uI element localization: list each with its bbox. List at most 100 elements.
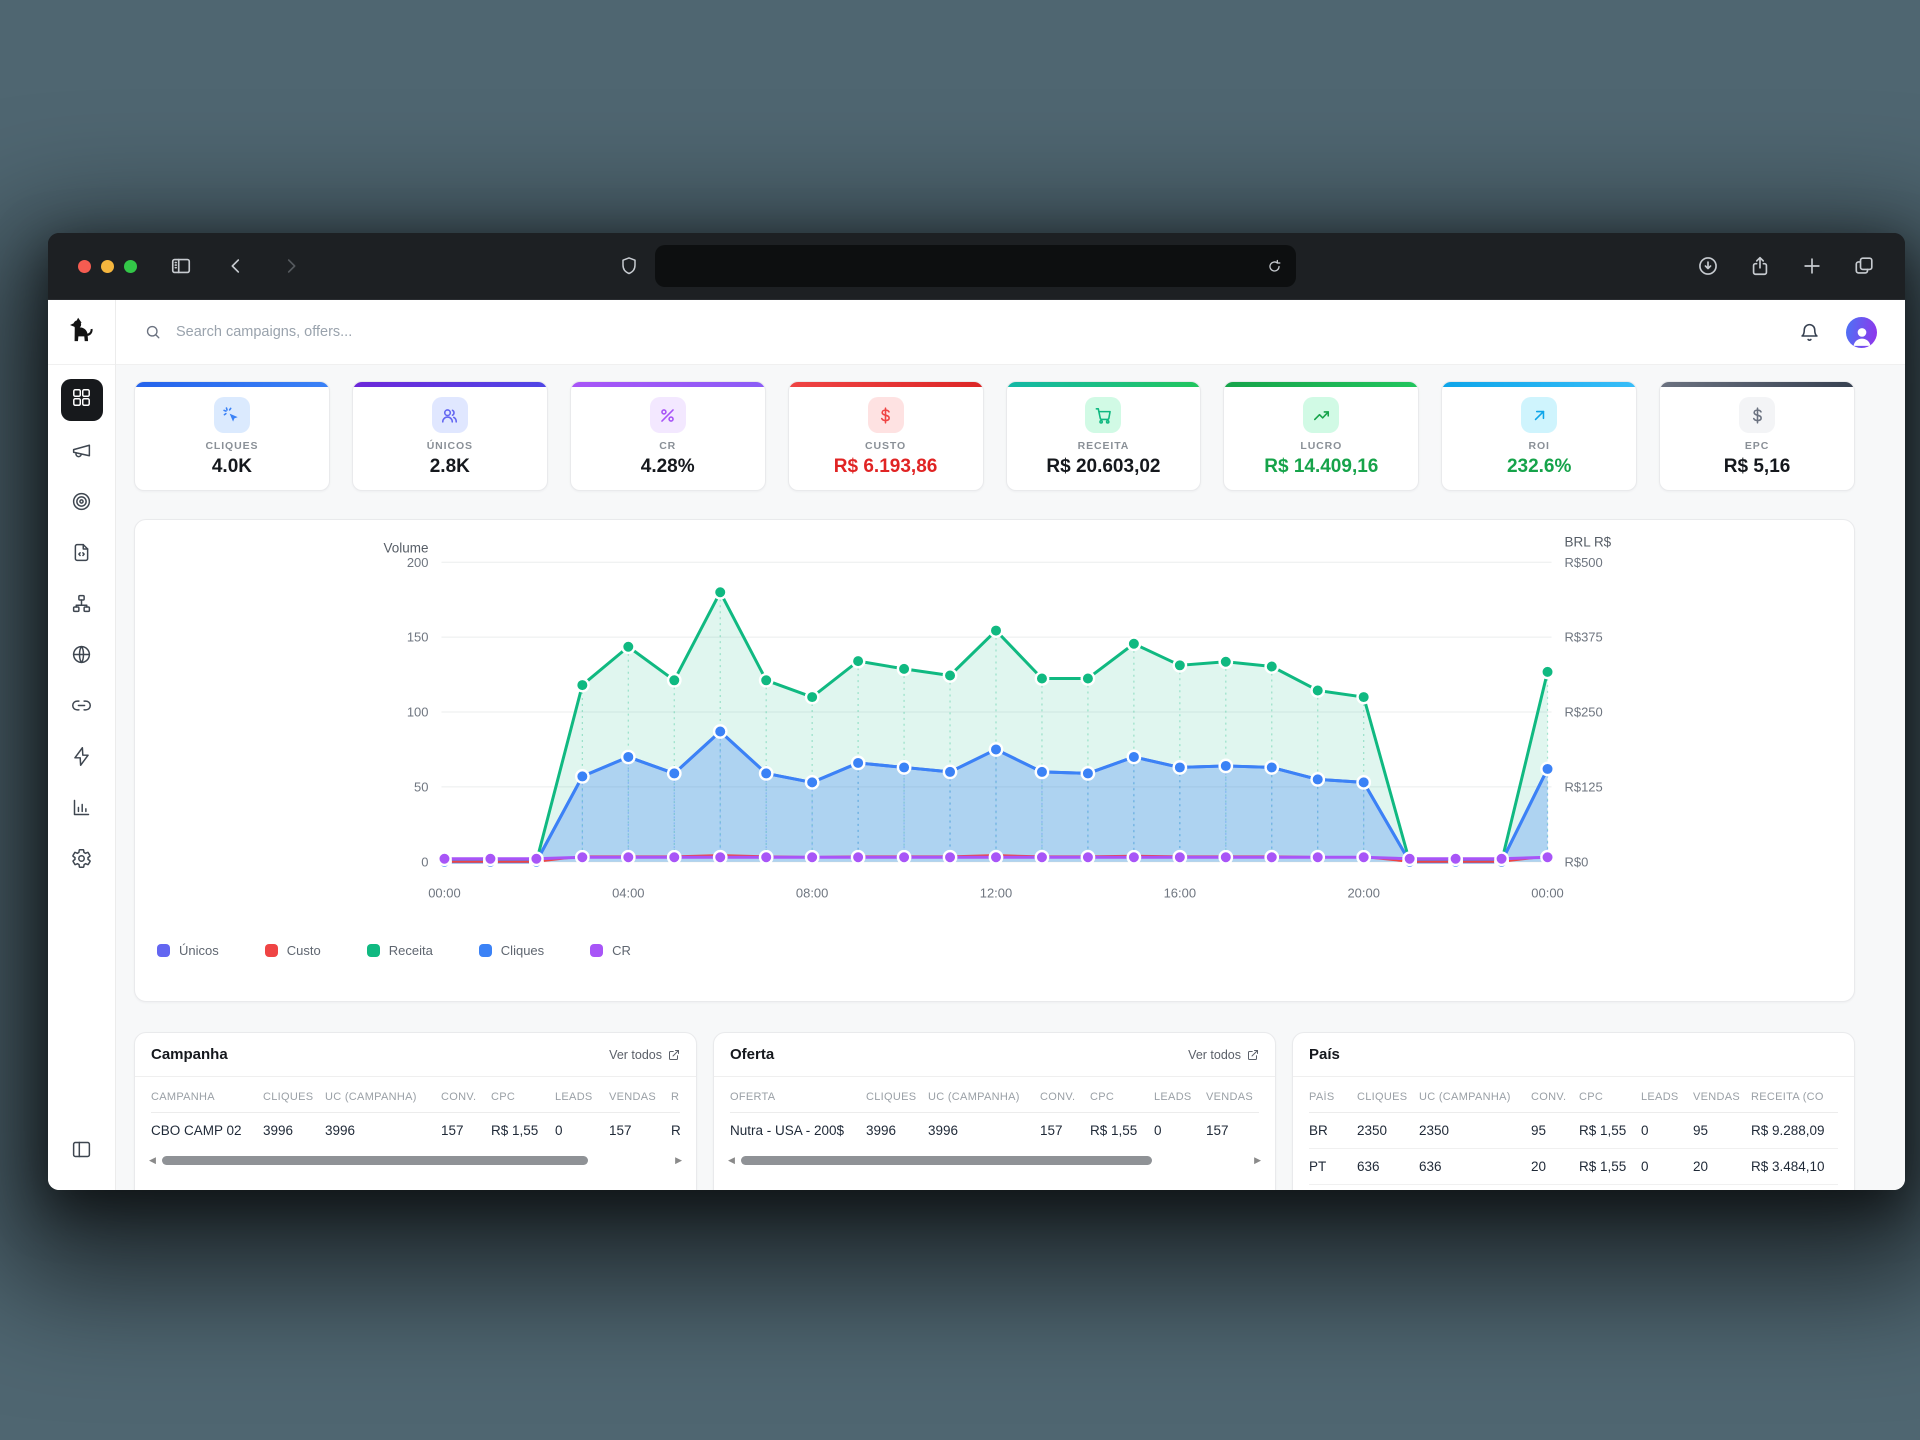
chart-card: 0 R$0 50 R$125 100 R$250 150 R$375 200 R$500 Volum… (134, 519, 1855, 1002)
column-header: CLIQUES (866, 1091, 917, 1103)
browser-window: CLIQUES 4.0K ÚNICOS 2.8K CR 4.28% CUSTO R$ 6.19… (48, 233, 1905, 1190)
legend-item-únicos[interactable]: Únicos (157, 943, 219, 958)
kpi-accent-bar (1660, 382, 1854, 387)
share-icon[interactable] (1749, 255, 1771, 277)
scroll-left-arrow[interactable]: ◀ (149, 1154, 156, 1165)
dollar-icon (1739, 397, 1776, 433)
shield-icon[interactable] (619, 256, 639, 276)
table-cell: 20 (1693, 1159, 1709, 1174)
column-header: OFERTA (730, 1091, 776, 1103)
traffic-light-zoom[interactable] (124, 259, 137, 273)
bar-chart-icon (71, 797, 92, 823)
kpi-accent-bar (352, 382, 547, 387)
legend-swatch (157, 944, 170, 957)
table-cell: R$ 1,55 (491, 1123, 539, 1138)
column-header: UC (CAMPANHA) (325, 1091, 417, 1103)
traffic-chart[interactable]: 0 R$0 50 R$125 100 R$250 150 R$375 200 R$500 Volum… (135, 532, 1854, 927)
column-header: CLIQUES (1357, 1091, 1408, 1103)
scroll-right-arrow[interactable]: ▶ (1254, 1154, 1261, 1165)
svg-text:0: 0 (421, 854, 428, 869)
kpi-label: RECEITA (1077, 440, 1130, 452)
column-header: VENDAS (1693, 1091, 1741, 1103)
link-icon (71, 695, 92, 721)
tab-overview-icon[interactable] (1853, 255, 1875, 277)
table-cell: 2350 (1419, 1123, 1450, 1138)
table-cell: 0 (1154, 1123, 1162, 1138)
svg-text:Volume: Volume (384, 540, 429, 555)
column-header: LEADS (1154, 1091, 1192, 1103)
column-header: CONV. (441, 1091, 477, 1103)
scroll-right-arrow[interactable]: ▶ (675, 1154, 682, 1165)
column-header: R (671, 1091, 680, 1103)
legend-item-receita[interactable]: Receita (366, 943, 433, 958)
download-icon[interactable] (1697, 255, 1719, 277)
cart-icon (1085, 397, 1122, 433)
ver-todos-link[interactable]: Ver todos (1188, 1048, 1259, 1062)
legend-item-cr[interactable]: CR (590, 943, 631, 958)
kpi-value: R$ 6.193,86 (833, 456, 938, 477)
sidebar-item-bar-chart[interactable] (61, 791, 103, 829)
column-header: CPC (1579, 1091, 1604, 1103)
column-header: UC (CAMPANHA) (1419, 1091, 1511, 1103)
scrollbar-thumb[interactable] (740, 1155, 1152, 1165)
table-card-país: País PAÍS CLIQUES UC (CAMPANHA) CONV. CPC LEAD… (1292, 1032, 1855, 1190)
table-cell: R (671, 1123, 680, 1138)
sidebar-item-sitemap[interactable] (61, 587, 103, 625)
sidebar-item-layout-grid[interactable] (60, 379, 103, 421)
dog-logo-icon[interactable] (48, 300, 115, 365)
arrow-up-right-icon (1521, 397, 1558, 433)
ver-todos-link[interactable]: Ver todos (609, 1048, 680, 1062)
kpi-label: CLIQUES (205, 440, 259, 452)
traffic-light-close[interactable] (78, 259, 91, 273)
sidebar-item-link[interactable] (61, 689, 103, 727)
horizontal-scrollbar[interactable]: ◀ ▶ (149, 1153, 682, 1167)
app-sidebar (48, 300, 116, 1190)
column-header: VENDAS (1206, 1091, 1254, 1103)
tables-row: Campanha Ver todos CAMPANHA CLIQUES UC (CAMP… (134, 1032, 1855, 1190)
kpi-label: CUSTO (865, 440, 907, 452)
sidebar-item-megaphone[interactable] (61, 434, 103, 472)
traffic-lights[interactable] (78, 259, 137, 273)
table-cell: 157 (1206, 1123, 1229, 1138)
kpi-accent-bar (570, 382, 765, 387)
search-input[interactable] (174, 323, 538, 341)
scrollbar-thumb[interactable] (161, 1155, 588, 1165)
traffic-light-minimize[interactable] (101, 259, 114, 273)
column-header: UC (CAMPANHA) (928, 1091, 1020, 1103)
table-cell: Nutra - USA - 200$ (730, 1123, 845, 1138)
svg-text:200: 200 (407, 555, 429, 570)
sidebar-item-globe[interactable] (61, 638, 103, 676)
horizontal-scrollbar[interactable]: ◀ ▶ (728, 1153, 1261, 1167)
reload-icon[interactable] (1266, 258, 1283, 275)
table-cell: 20 (1531, 1159, 1547, 1174)
sidebar-item-file-code[interactable] (61, 536, 103, 574)
chart-legend: Únicos Custo Receita Cliques CR (135, 943, 1854, 958)
scroll-left-arrow[interactable]: ◀ (728, 1154, 735, 1165)
new-tab-icon[interactable] (1801, 255, 1823, 277)
legend-item-cliques[interactable]: Cliques (478, 943, 544, 958)
svg-text:00:00: 00:00 (1531, 886, 1563, 901)
legend-item-custo[interactable]: Custo (264, 943, 321, 958)
column-header: CAMPANHA (151, 1091, 215, 1103)
dashboard-main: CLIQUES 4.0K ÚNICOS 2.8K CR 4.28% CUSTO R$ 6.19… (116, 365, 1905, 1190)
column-header: LEADS (1641, 1091, 1679, 1103)
forward-icon[interactable] (280, 255, 302, 277)
table-cell: R$ 1,55 (1090, 1123, 1138, 1138)
user-avatar[interactable] (1846, 316, 1877, 348)
table-cell: PT (1309, 1159, 1327, 1174)
kpi-value: R$ 5,16 (1723, 456, 1791, 477)
panel-left-icon[interactable] (71, 1139, 92, 1165)
address-bar[interactable] (655, 245, 1296, 287)
sidebar-item-zap[interactable] (61, 740, 103, 778)
sidebar-item-gear[interactable] (61, 842, 103, 880)
legend-label: Únicos (179, 943, 219, 958)
bell-icon[interactable] (1799, 322, 1820, 343)
kpi-card-receita: RECEITA R$ 20.603,02 (1005, 381, 1202, 491)
sidebar-item-target[interactable] (61, 485, 103, 523)
legend-swatch (590, 944, 604, 957)
table-cell: BR (1309, 1123, 1328, 1138)
kpi-label: ÚNICOS (426, 440, 473, 452)
back-icon[interactable] (225, 255, 247, 277)
table-cell: R$ 3.484,10 (1751, 1159, 1825, 1174)
sidebar-toggle-icon[interactable] (170, 255, 192, 277)
